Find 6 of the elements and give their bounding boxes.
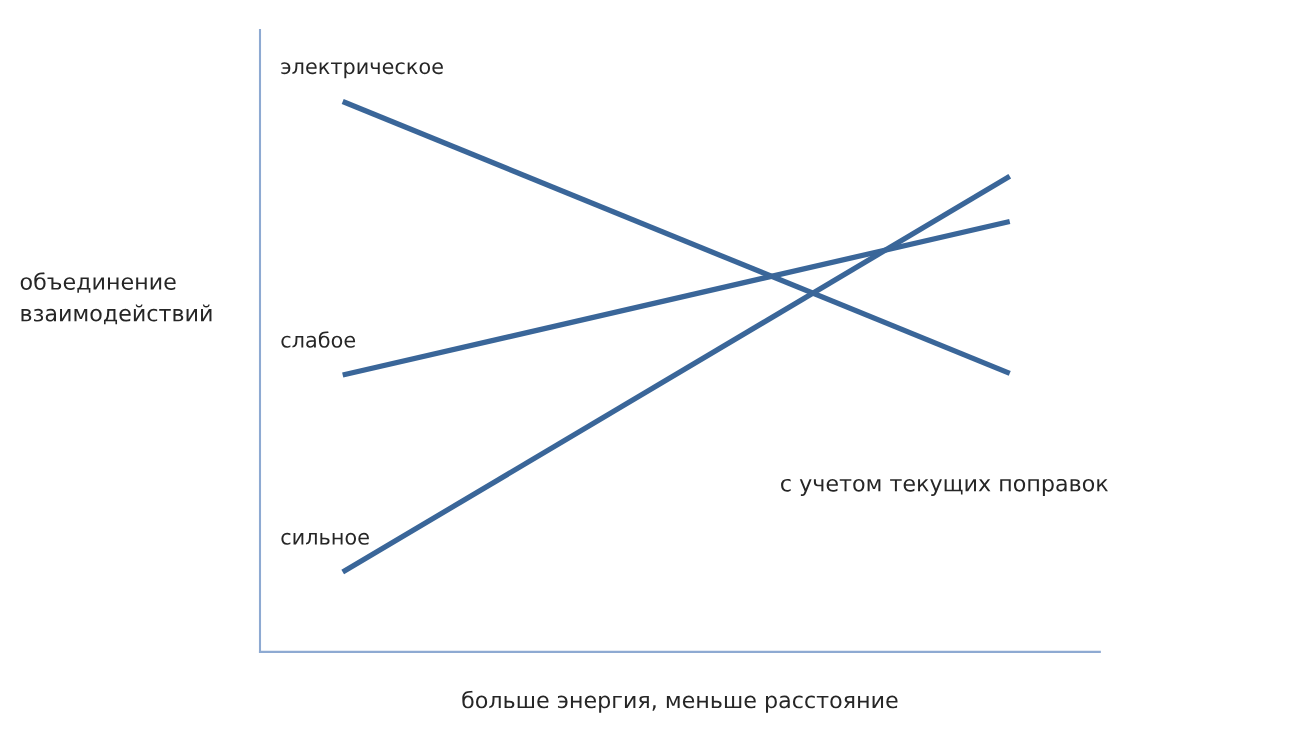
x-axis-title: больше энергия, меньше расстояние [462, 690, 898, 713]
y-axis-title: объединение взаимодействий [20, 272, 212, 325]
series-label: слабое [281, 331, 356, 348]
series-label: сильное [281, 532, 369, 545]
annotation: с учетом текущих поправок [781, 478, 1108, 496]
series-label: электрическое [281, 62, 443, 79]
